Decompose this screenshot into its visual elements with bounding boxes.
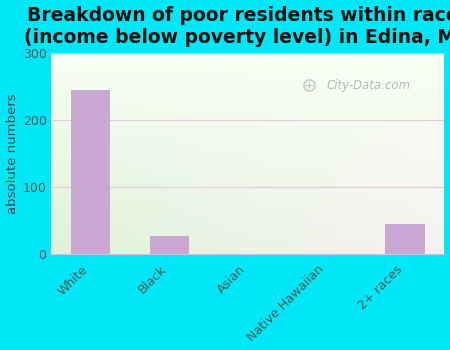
Y-axis label: absolute numbers: absolute numbers <box>5 93 18 214</box>
Bar <box>150 236 189 254</box>
Text: City-Data.com: City-Data.com <box>327 79 411 92</box>
Bar <box>71 90 110 254</box>
Bar <box>386 224 425 254</box>
Title: Breakdown of poor residents within races
(income below poverty level) in Edina, : Breakdown of poor residents within races… <box>24 6 450 47</box>
